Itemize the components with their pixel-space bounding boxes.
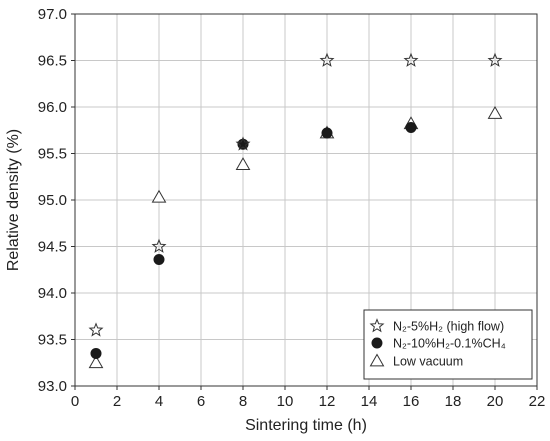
x-tick-label: 10 <box>277 393 294 410</box>
y-tick-label: 95.0 <box>38 192 67 209</box>
x-tick-label: 4 <box>155 393 163 410</box>
star-data-point <box>88 322 104 337</box>
x-tick-label: 6 <box>197 393 205 410</box>
legend-box <box>363 309 533 380</box>
star-data-point <box>151 238 167 253</box>
y-tick-label: 95.5 <box>38 146 67 163</box>
circle-data-point <box>321 127 333 139</box>
star-data-point <box>403 52 419 67</box>
x-tick-label: 12 <box>319 393 336 410</box>
triangle-data-point <box>88 355 104 369</box>
star-data-point <box>319 52 335 67</box>
triangle-data-point <box>487 106 503 119</box>
x-tick-label: 22 <box>529 393 546 410</box>
y-tick-label: 93.0 <box>38 378 67 395</box>
legend-star-marker <box>369 318 385 333</box>
legend-circle-marker <box>371 337 383 349</box>
y-tick-label: 94.0 <box>38 285 67 302</box>
x-tick-label: 16 <box>403 393 420 410</box>
legend-triangle-marker <box>369 353 385 367</box>
y-tick-label: 93.5 <box>38 332 67 349</box>
legend-label: Low vacuum <box>393 355 463 369</box>
legend-label: N₂-10%H₂-0.1%CH₄ <box>393 337 506 351</box>
legend: N₂-5%H₂ (high flow) N₂-10%H₂-0.1%CH₄ Low v… <box>363 309 533 380</box>
y-tick-label: 97.0 <box>38 6 67 23</box>
x-tick-label: 20 <box>487 393 504 410</box>
y-tick-label: 96.0 <box>38 99 67 116</box>
x-axis-ticks: 0 2 4 6 8 10 12 14 16 18 20 22 <box>71 386 546 410</box>
triangle-data-point <box>235 157 251 171</box>
legend-items: N₂-5%H₂ (high flow) N₂-10%H₂-0.1%CH₄ Low v… <box>369 318 506 369</box>
x-tick-label: 14 <box>361 393 378 410</box>
y-tick-label: 94.5 <box>38 239 67 256</box>
y-axis-ticks: 93.0 93.5 94.0 94.5 95.0 95.5 96.0 96.5 97.0 <box>38 6 75 395</box>
circle-data-point <box>405 121 417 133</box>
x-tick-label: 0 <box>71 393 79 410</box>
circle-data-point <box>90 347 102 359</box>
circle-data-point <box>153 254 165 266</box>
x-tick-label: 2 <box>113 393 121 410</box>
x-axis-label: Sintering time (h) <box>245 417 367 434</box>
legend-label: N₂-5%H₂ (high flow) <box>393 320 504 334</box>
y-tick-label: 96.5 <box>38 53 67 70</box>
triangle-data-point <box>151 189 167 203</box>
y-axis-label: Relative density (%) <box>5 129 22 271</box>
x-tick-label: 18 <box>445 393 462 410</box>
x-tick-label: 8 <box>239 393 247 410</box>
star-data-point <box>487 52 503 67</box>
star-data-point <box>235 136 251 151</box>
data-points <box>88 52 503 369</box>
